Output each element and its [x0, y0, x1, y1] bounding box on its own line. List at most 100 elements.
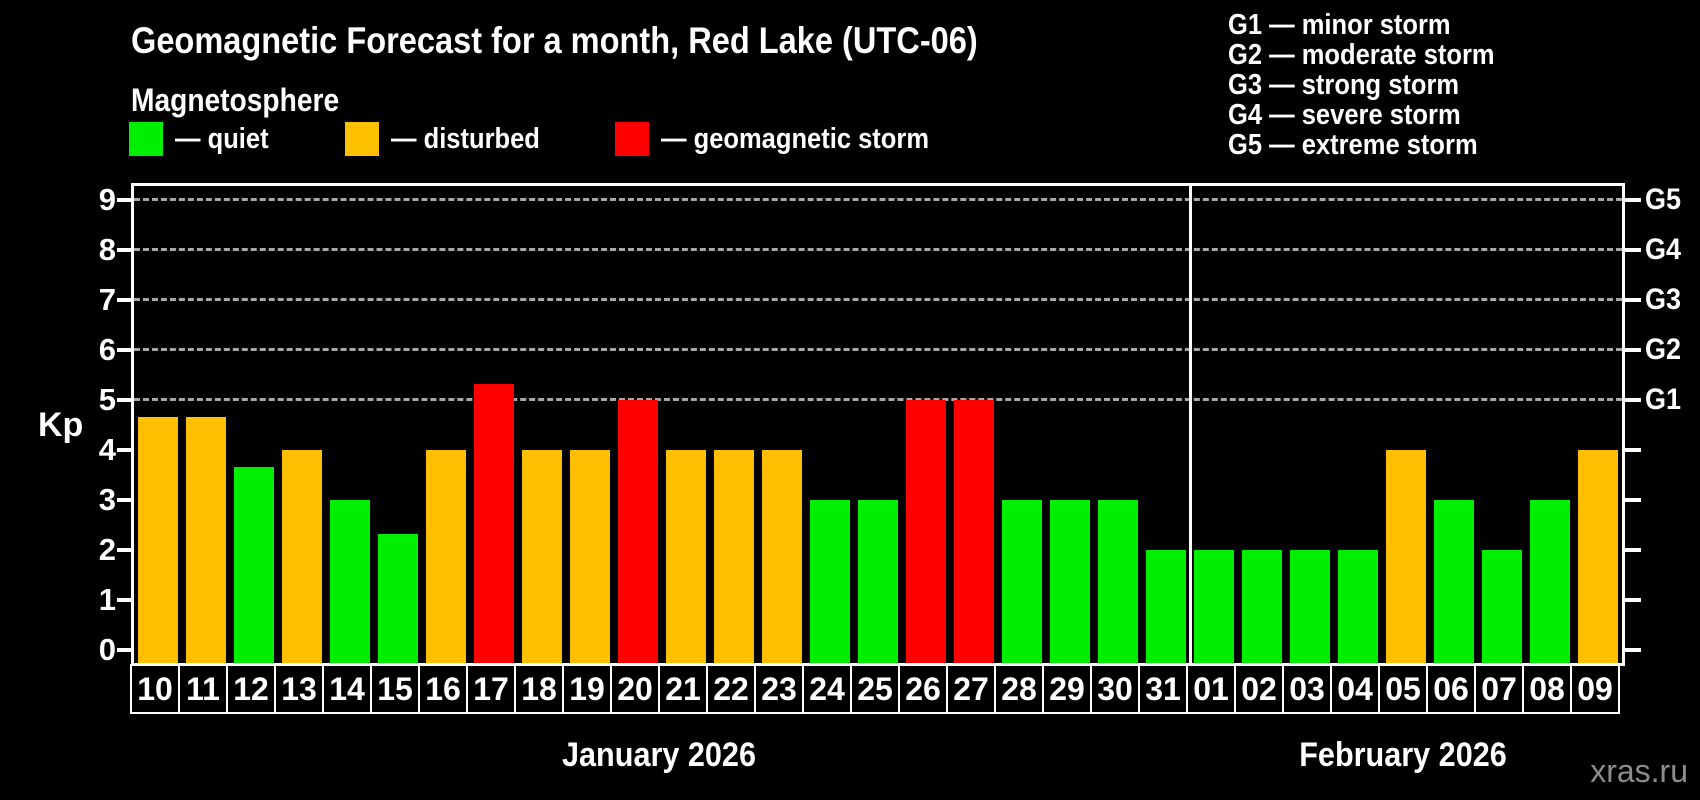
g-legend-line-1: G1 — minor storm — [1228, 9, 1451, 41]
gridline-kp9 — [134, 198, 1622, 201]
kp-bar-day-06 — [1434, 500, 1474, 663]
left-tick-2 — [117, 548, 131, 552]
right-axis-label-g5: G5 — [1645, 183, 1682, 216]
month-label-2: February 2026 — [1299, 736, 1507, 774]
kp-bar-day-07 — [1482, 550, 1522, 663]
right-tick-1 — [1625, 598, 1641, 602]
kp-bar-day-15 — [378, 533, 418, 663]
kp-bar-day-11 — [186, 416, 226, 663]
y-axis-label-1: 1 — [98, 582, 116, 617]
legend-label-quiet: — quiet — [175, 122, 269, 155]
day-label-21: 21 — [658, 664, 708, 714]
right-tick-7 — [1625, 298, 1641, 302]
right-axis-label-g4: G4 — [1645, 233, 1682, 266]
kp-bar-day-05 — [1386, 450, 1426, 663]
right-tick-6 — [1625, 348, 1641, 352]
kp-bar-day-31 — [1146, 550, 1186, 663]
left-tick-1 — [117, 598, 131, 602]
day-label-12: 12 — [226, 664, 276, 714]
right-tick-2 — [1625, 548, 1641, 552]
kp-bar-day-13 — [282, 450, 322, 663]
chart-title: Geomagnetic Forecast for a month, Red La… — [131, 20, 978, 61]
y-axis-label-3: 3 — [98, 482, 116, 517]
plot-inner — [134, 186, 1622, 663]
y-axis-label-5: 5 — [98, 382, 116, 417]
kp-bar-day-21 — [666, 450, 706, 663]
day-label-24: 24 — [802, 664, 852, 714]
day-label-14: 14 — [322, 664, 372, 714]
legend-item-quiet: — quiet — [129, 122, 281, 156]
day-label-27: 27 — [946, 664, 996, 714]
kp-bar-day-22 — [714, 450, 754, 663]
kp-bar-day-20 — [618, 400, 658, 663]
day-label-15: 15 — [370, 664, 420, 714]
g-legend-line-2: G2 — moderate storm — [1228, 39, 1495, 71]
quiet-color-swatch — [129, 122, 163, 156]
right-axis-label-g2: G2 — [1645, 333, 1682, 366]
y-axis-label-2: 2 — [98, 532, 116, 567]
month-divider — [1189, 186, 1192, 663]
day-label-10: 10 — [130, 664, 180, 714]
month-label-1: January 2026 — [562, 736, 756, 774]
legend-label-disturbed: — disturbed — [391, 122, 540, 155]
right-tick-5 — [1625, 398, 1641, 402]
right-axis-label-g1: G1 — [1645, 383, 1682, 416]
kp-bar-day-16 — [426, 450, 466, 663]
magnetosphere-label: Magnetosphere — [131, 82, 340, 118]
legend-item-disturbed: — disturbed — [345, 122, 560, 156]
day-label-23: 23 — [754, 664, 804, 714]
kp-bar-day-08 — [1530, 500, 1570, 663]
left-tick-0 — [117, 648, 131, 652]
g-legend-line-4: G4 — severe storm — [1228, 99, 1461, 131]
left-tick-6 — [117, 348, 131, 352]
y-axis-label-6: 6 — [98, 332, 116, 367]
right-tick-0 — [1625, 648, 1641, 652]
day-label-22: 22 — [706, 664, 756, 714]
gridline-kp6 — [134, 348, 1622, 351]
day-label-30: 30 — [1090, 664, 1140, 714]
day-label-29: 29 — [1042, 664, 1092, 714]
kp-bar-day-02 — [1242, 550, 1282, 663]
g-legend-line-5: G5 — extreme storm — [1228, 129, 1478, 161]
day-label-13: 13 — [274, 664, 324, 714]
day-label-26: 26 — [898, 664, 948, 714]
plot-area — [131, 183, 1625, 666]
left-tick-3 — [117, 498, 131, 502]
kp-bar-day-03 — [1290, 550, 1330, 663]
legend-label-storm: — geomagnetic storm — [661, 122, 930, 155]
x-axis-day-labels: 10 11 12 13 14 15 16 17 18 19 20 21 22 23 24 25 26 27 28 29… — [130, 664, 1625, 715]
day-label-28: 28 — [994, 664, 1044, 714]
day-label-03: 03 — [1282, 664, 1332, 714]
kp-bar-day-14 — [330, 500, 370, 663]
day-label-31: 31 — [1138, 664, 1188, 714]
y-axis-label-8: 8 — [98, 232, 116, 267]
day-label-19: 19 — [562, 664, 612, 714]
kp-bar-day-27 — [954, 400, 994, 663]
kp-bar-day-29 — [1050, 500, 1090, 663]
left-tick-4 — [117, 448, 131, 452]
y-axis-label-7: 7 — [98, 282, 116, 317]
y-axis-label-4: 4 — [98, 432, 116, 467]
day-label-08: 08 — [1522, 664, 1572, 714]
right-tick-9 — [1625, 198, 1641, 202]
kp-bar-day-17 — [474, 383, 514, 663]
legend-item-storm: — geomagnetic storm — [615, 122, 966, 156]
day-label-20: 20 — [610, 664, 660, 714]
y-axis-title: Kp — [38, 406, 84, 444]
kp-bar-day-12 — [234, 466, 274, 663]
day-label-06: 06 — [1426, 664, 1476, 714]
kp-bar-day-04 — [1338, 550, 1378, 663]
right-axis-label-g3: G3 — [1645, 283, 1682, 316]
left-tick-9 — [117, 198, 131, 202]
day-label-09: 09 — [1570, 664, 1620, 714]
watermark: xras.ru — [1590, 753, 1688, 789]
g-legend-line-3: G3 — strong storm — [1228, 69, 1460, 101]
day-label-05: 05 — [1378, 664, 1428, 714]
kp-bar-day-24 — [810, 500, 850, 663]
gridline-kp5 — [134, 398, 1622, 401]
day-label-11: 11 — [178, 664, 228, 714]
left-tick-7 — [117, 298, 131, 302]
gridline-kp7 — [134, 298, 1622, 301]
kp-bar-day-23 — [762, 450, 802, 663]
